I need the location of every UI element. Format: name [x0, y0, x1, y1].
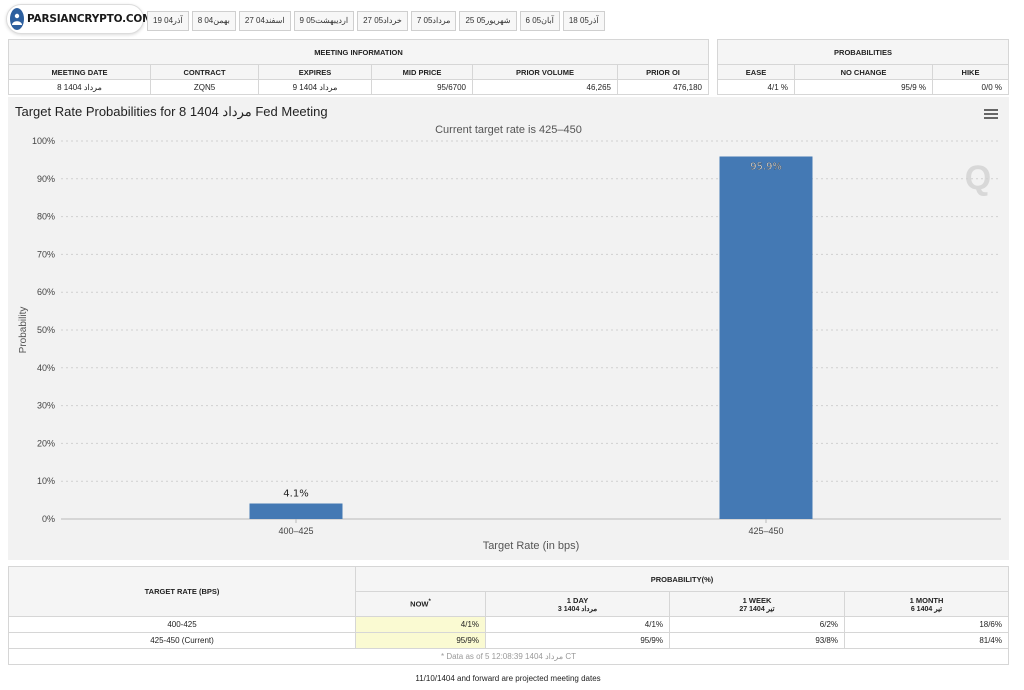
logo: PARSIANCRYPTO.COM: [6, 4, 153, 34]
tab-meeting-date[interactable]: 6 آبان05: [519, 11, 560, 31]
chart-subtitle: Current target rate is 425–450: [435, 124, 582, 136]
header-mid-price: MID PRICE: [371, 64, 473, 80]
y-tick-label: 10%: [37, 476, 55, 486]
meeting-information-title: MEETING INFORMATION: [8, 39, 709, 65]
header-1-month: 1 MONTH 6 1404 تیر: [844, 591, 1009, 617]
x-axis-label: Target Rate (in bps): [483, 540, 580, 552]
header-now-sup: *: [428, 599, 431, 606]
header-1-month-label: 1 MONTH: [909, 595, 944, 605]
logo-badge-icon: [10, 8, 24, 30]
week-cell: 6/2%: [669, 616, 845, 633]
tab-meeting-date[interactable]: 27 اسفند04: [238, 11, 291, 31]
header-contract: CONTRACT: [150, 64, 259, 80]
header-1-week: 1 WEEK 27 1404 تیر: [669, 591, 845, 617]
meeting-date-tabs: 19 آذر04 8 بهمن04 27 اسفند04 9 اردیبهشت0…: [147, 11, 605, 31]
watermark-q-icon: Q: [965, 159, 991, 197]
data-label: 95.9%: [750, 161, 782, 172]
header-hike: HIKE: [932, 64, 1009, 80]
y-tick-label: 30%: [37, 401, 55, 411]
table-row: 425-450 (Current) 95/9% 95/9% 93/8% 81/4…: [8, 632, 1009, 649]
tab-meeting-date[interactable]: 19 آذر04: [147, 11, 189, 31]
rate-cell: 425-450 (Current): [8, 632, 356, 649]
ease-value: 4/1 %: [717, 79, 795, 95]
y-tick-label: 60%: [37, 287, 55, 297]
tab-meeting-date[interactable]: 25 شهریور05: [459, 11, 517, 31]
y-axis-label: Probability: [18, 307, 29, 354]
probability-table: TARGET RATE (BPS) PROBABILITY(%) NOW* 1 …: [8, 566, 1009, 665]
expires-value: 9 1404 مرداد: [258, 79, 372, 95]
header-1-week-date: 27 1404 تیر: [739, 605, 775, 613]
no-change-value: 95/9 %: [794, 79, 933, 95]
tab-meeting-date[interactable]: 27 خرداد05: [357, 11, 408, 31]
probabilities-title: PROBABILITIES: [717, 39, 1009, 65]
header-1-day-date: 3 1404 مرداد: [557, 605, 598, 613]
y-tick-label: 50%: [37, 325, 55, 335]
y-tick-label: 80%: [37, 212, 55, 222]
week-cell: 93/8%: [669, 632, 845, 649]
bar: [249, 503, 343, 519]
day-cell: 95/9%: [485, 632, 670, 649]
header-1-day-label: 1 DAY: [566, 595, 589, 605]
chart-panel: Target Rate Probabilities for 8 1404 مرد…: [8, 97, 1009, 560]
mid-price-value: 95/6700: [371, 79, 473, 95]
now-cell: 4/1%: [355, 616, 486, 633]
x-tick-label: 400–425: [278, 526, 313, 536]
header-expires: EXPIRES: [258, 64, 372, 80]
prior-volume-value: 46,265: [472, 79, 618, 95]
header-meeting-date: MEETING DATE: [8, 64, 151, 80]
header-1-month-date: 6 1404 تیر: [910, 605, 943, 613]
probability-bar-chart: Q 0% 10% 20% 30% 40% 50% 60% 70% 80% 90% 100% Probab…: [18, 136, 1001, 552]
target-rate-header: TARGET RATE (BPS): [8, 566, 356, 617]
tab-meeting-date[interactable]: 9 اردیبهشت05: [293, 11, 355, 31]
chart-title: Target Rate Probabilities for 8 1404 مرد…: [15, 104, 328, 119]
header-ease: EASE: [717, 64, 795, 80]
header-prior-volume: PRIOR VOLUME: [472, 64, 618, 80]
tab-meeting-date[interactable]: 7 مرداد05: [410, 11, 457, 31]
month-cell: 81/4%: [844, 632, 1009, 649]
header-no-change: NO CHANGE: [794, 64, 933, 80]
logo-text: PARSIANCRYPTO.COM: [27, 13, 153, 25]
now-cell: 95/9%: [355, 632, 486, 649]
y-tick-label: 40%: [37, 363, 55, 373]
header-1-week-label: 1 WEEK: [742, 595, 772, 605]
hamburger-menu-icon[interactable]: [984, 109, 998, 121]
month-cell: 18/6%: [844, 616, 1009, 633]
y-tick-label: 20%: [37, 438, 55, 448]
prior-oi-value: 476,180: [617, 79, 709, 95]
header-prior-oi: PRIOR OI: [617, 64, 709, 80]
bar: [719, 156, 813, 520]
rate-cell: 400-425: [8, 616, 356, 633]
probability-group-header: PROBABILITY(%): [355, 566, 1009, 592]
x-tick-label: 425–450: [748, 526, 783, 536]
y-tick-label: 0%: [42, 514, 55, 524]
header-now-label: NOW: [410, 599, 429, 609]
tab-meeting-date[interactable]: 18 آذر05: [562, 11, 605, 31]
y-tick-label: 90%: [37, 174, 55, 184]
y-tick-label: 100%: [32, 136, 55, 146]
contract-value: ZQN5: [150, 79, 259, 95]
hike-value: 0/0 %: [932, 79, 1009, 95]
y-tick-label: 70%: [37, 249, 55, 259]
day-cell: 4/1%: [485, 616, 670, 633]
header-1-day: 1 DAY 3 1404 مرداد: [485, 591, 670, 617]
data-timestamp-note: * Data as of 5 12:08:39 1404 مرداد CT: [8, 648, 1009, 665]
data-label: 4.1%: [283, 489, 308, 500]
meeting-information-table: MEETING INFORMATION MEETING DATE CONTRAC…: [8, 39, 709, 95]
tab-meeting-date[interactable]: 8 بهمن04: [191, 11, 236, 31]
meeting-date-value: 8 1404 مرداد: [8, 79, 151, 95]
table-row: 400-425 4/1% 4/1% 6/2% 18/6%: [8, 616, 1009, 633]
header-now: NOW*: [355, 591, 486, 617]
probabilities-table: PROBABILITIES EASE NO CHANGE HIKE 4/1 % …: [717, 39, 1009, 95]
projected-dates-note: 11/10/1404 and forward are projected mee…: [415, 674, 601, 683]
